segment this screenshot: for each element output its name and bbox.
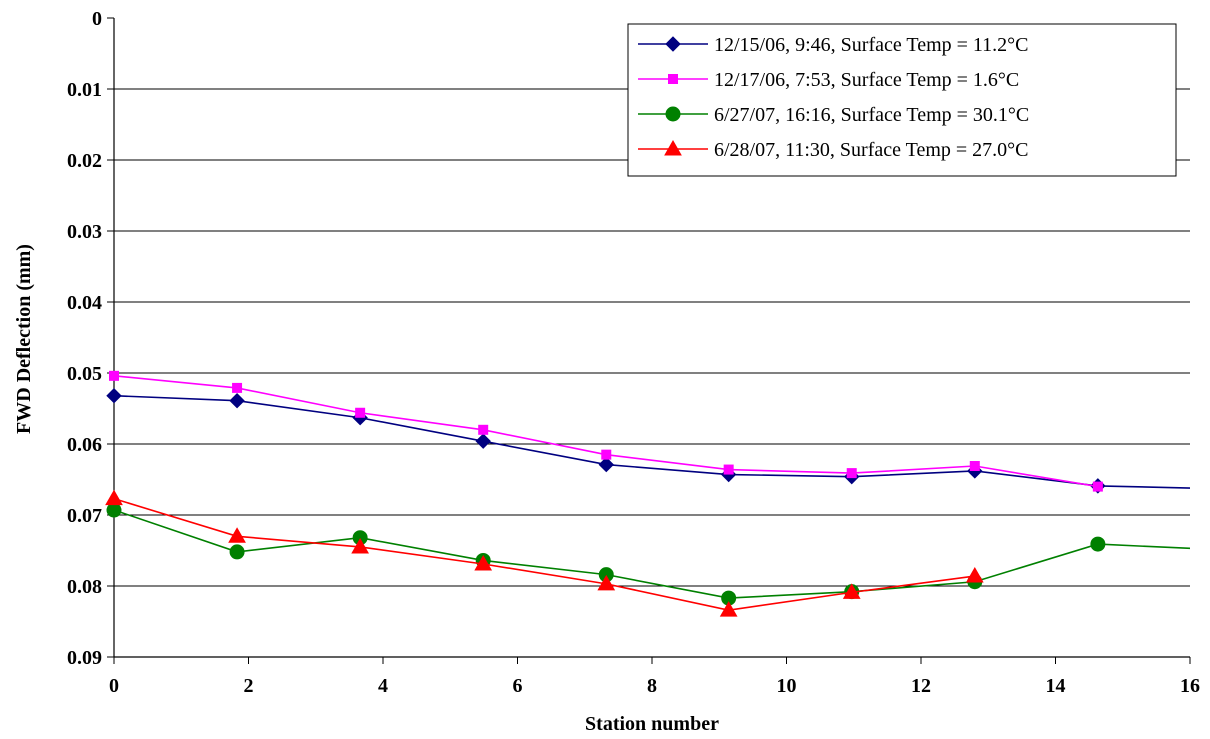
data-point: [842, 583, 861, 599]
y-tick-label: 0.06: [67, 434, 102, 456]
data-point: [355, 407, 366, 418]
x-tick-label: 14: [1046, 675, 1066, 697]
x-tick-labels: 0 2 4 6 8 10 12 14 16: [109, 675, 1200, 697]
x-tick-label: 10: [777, 675, 797, 697]
legend-item: 6/27/07, 16:16, Surface Temp = 30.1°C: [638, 104, 1029, 126]
data-point: [109, 370, 119, 381]
legend-label: 12/17/06, 7:53, Surface Temp = 1.6°C: [714, 69, 1019, 91]
data-point: [229, 392, 245, 409]
y-axis-title: FWD Deflection (mm): [13, 244, 35, 434]
legend-label: 6/28/07, 11:30, Surface Temp = 27.0°C: [714, 139, 1029, 161]
data-point: [597, 574, 616, 591]
data-point: [475, 433, 491, 449]
y-tick-label: 0.07: [67, 505, 102, 527]
x-axis-title: Station number: [585, 713, 719, 735]
y-tick-labels: 0 0.01 0.02 0.03 0.04 0.05 0.06 0.07 0.08 0.09: [67, 8, 102, 669]
x-tick-label: 6: [513, 675, 523, 697]
data-point: [601, 449, 612, 460]
x-tick-label: 16: [1180, 675, 1200, 697]
data-point: [232, 382, 243, 393]
x-tick-label: 4: [378, 675, 388, 697]
legend-label: 12/15/06, 9:46, Surface Temp = 11.2°C: [714, 34, 1029, 56]
y-tick-label: 0.05: [67, 363, 102, 385]
y-tick-label: 0.02: [67, 150, 102, 172]
data-point: [969, 461, 980, 472]
legend-item: 6/28/07, 11:30, Surface Temp = 27.0°C: [638, 139, 1029, 161]
legend-item: 12/15/06, 9:46, Surface Temp = 11.2°C: [638, 34, 1029, 56]
legend-marker: [665, 36, 681, 52]
series-line: [113, 394, 1190, 489]
y-tick-label: 0: [92, 8, 102, 30]
data-point: [719, 601, 738, 617]
legend: 12/15/06, 9:46, Surface Temp = 11.2°C 12/…: [627, 23, 1177, 177]
legend-item: 12/17/06, 7:53, Surface Temp = 1.6°C: [638, 69, 1019, 91]
legend-marker: [665, 106, 681, 122]
axes: [107, 17, 1191, 664]
y-tick-label: 0.04: [67, 292, 102, 314]
series-4: [105, 489, 984, 617]
data-point: [106, 388, 122, 404]
data-point: [846, 468, 857, 479]
data-point: [351, 537, 369, 554]
y-tick-label: 0.03: [67, 221, 102, 243]
y-tick-label: 0.08: [67, 576, 102, 598]
data-point: [598, 456, 614, 473]
data-point: [229, 544, 245, 560]
series-group: [105, 370, 1190, 617]
data-point: [228, 527, 246, 543]
data-point: [723, 464, 734, 475]
x-tick-label: 0: [109, 675, 119, 697]
series-line: [113, 509, 1190, 599]
series-2: [109, 370, 1103, 492]
data-point: [474, 554, 493, 571]
x-tick-label: 8: [647, 675, 657, 697]
x-tick-label: 2: [244, 675, 254, 697]
data-point: [478, 424, 489, 435]
legend-marker: [668, 74, 678, 84]
x-tick-label: 12: [911, 675, 931, 697]
y-tick-label: 0.01: [67, 79, 102, 101]
data-point: [1090, 536, 1106, 552]
data-point: [1092, 481, 1103, 492]
legend-box: [627, 23, 1177, 177]
legend-label: 6/27/07, 16:16, Surface Temp = 30.1°C: [714, 104, 1029, 126]
legend-marker: [664, 139, 682, 156]
y-tick-label: 0.09: [67, 647, 102, 669]
data-point: [105, 489, 123, 506]
data-point: [965, 567, 984, 583]
series-line: [113, 497, 975, 611]
